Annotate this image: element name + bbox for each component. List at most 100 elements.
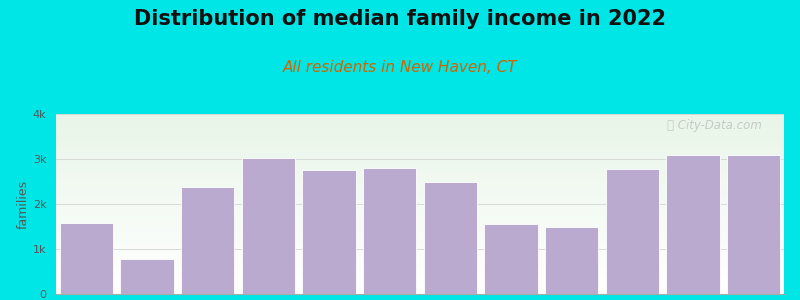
Bar bbox=[56, 265, 784, 266]
Bar bbox=[56, 154, 784, 155]
Bar bbox=[56, 197, 784, 198]
Bar bbox=[56, 264, 784, 265]
Bar bbox=[56, 171, 784, 172]
Bar bbox=[56, 160, 784, 161]
Bar bbox=[56, 245, 784, 246]
Bar bbox=[56, 169, 784, 170]
Bar bbox=[56, 123, 784, 124]
Bar bbox=[56, 247, 784, 248]
Bar bbox=[56, 133, 784, 134]
Bar bbox=[56, 275, 784, 276]
Bar bbox=[56, 218, 784, 219]
Bar bbox=[56, 176, 784, 177]
Bar bbox=[56, 132, 784, 133]
Bar bbox=[56, 220, 784, 221]
Bar bbox=[56, 139, 784, 140]
Bar bbox=[56, 279, 784, 280]
Text: Ⓣ City-Data.com: Ⓣ City-Data.com bbox=[667, 119, 762, 132]
Bar bbox=[56, 126, 784, 127]
Bar bbox=[56, 180, 784, 181]
Bar bbox=[242, 158, 295, 294]
Bar bbox=[56, 182, 784, 183]
Bar bbox=[56, 179, 784, 180]
Bar bbox=[56, 202, 784, 203]
Bar bbox=[56, 290, 784, 291]
Bar bbox=[56, 223, 784, 224]
Bar bbox=[56, 130, 784, 131]
Bar bbox=[56, 157, 784, 158]
Bar bbox=[56, 136, 784, 137]
Bar bbox=[424, 182, 477, 294]
Bar bbox=[56, 243, 784, 244]
Bar bbox=[56, 188, 784, 189]
Bar bbox=[56, 252, 784, 253]
Bar bbox=[56, 189, 784, 190]
Bar bbox=[56, 244, 784, 245]
Bar bbox=[484, 224, 538, 294]
Bar bbox=[56, 174, 784, 175]
Bar bbox=[56, 150, 784, 151]
Bar bbox=[56, 192, 784, 193]
Bar bbox=[666, 154, 720, 294]
Bar bbox=[56, 142, 784, 143]
Bar bbox=[56, 149, 784, 150]
Text: Distribution of median family income in 2022: Distribution of median family income in … bbox=[134, 9, 666, 29]
Bar bbox=[56, 118, 784, 119]
Bar bbox=[56, 159, 784, 160]
Bar bbox=[56, 114, 784, 115]
Bar bbox=[56, 201, 784, 202]
Bar bbox=[56, 269, 784, 270]
Bar bbox=[56, 282, 784, 283]
Bar bbox=[56, 124, 784, 125]
Bar bbox=[56, 200, 784, 201]
Bar bbox=[56, 276, 784, 277]
Bar bbox=[56, 190, 784, 191]
Bar bbox=[56, 214, 784, 215]
Bar bbox=[120, 259, 174, 294]
Bar bbox=[56, 151, 784, 152]
Bar bbox=[56, 283, 784, 284]
Bar bbox=[56, 241, 784, 242]
Bar bbox=[56, 115, 784, 116]
Bar bbox=[56, 232, 784, 233]
Bar bbox=[56, 281, 784, 282]
Bar bbox=[56, 258, 784, 259]
Bar bbox=[56, 187, 784, 188]
Bar bbox=[56, 184, 784, 185]
Bar bbox=[545, 227, 598, 294]
Bar bbox=[56, 272, 784, 273]
Bar bbox=[56, 128, 784, 129]
Bar bbox=[56, 118, 784, 119]
Bar bbox=[56, 236, 784, 237]
Bar bbox=[56, 225, 784, 226]
Bar bbox=[56, 254, 784, 255]
Bar bbox=[56, 217, 784, 218]
Bar bbox=[56, 172, 784, 173]
Bar bbox=[56, 255, 784, 256]
Bar bbox=[56, 138, 784, 139]
Bar bbox=[56, 263, 784, 264]
Y-axis label: families: families bbox=[17, 179, 30, 229]
Bar bbox=[56, 227, 784, 228]
Bar bbox=[56, 213, 784, 214]
Bar bbox=[56, 277, 784, 278]
Bar bbox=[56, 287, 784, 288]
Bar bbox=[56, 206, 784, 207]
Bar bbox=[56, 215, 784, 216]
Bar bbox=[56, 156, 784, 157]
Bar bbox=[56, 152, 784, 153]
Bar bbox=[56, 153, 784, 154]
Bar bbox=[302, 170, 356, 294]
Bar bbox=[181, 187, 234, 294]
Bar bbox=[56, 270, 784, 271]
Bar bbox=[56, 191, 784, 192]
Bar bbox=[56, 186, 784, 187]
Bar bbox=[56, 146, 784, 147]
Bar bbox=[56, 229, 784, 230]
Bar bbox=[56, 135, 784, 136]
Bar bbox=[56, 208, 784, 209]
Bar bbox=[56, 280, 784, 281]
Bar bbox=[56, 119, 784, 120]
Bar bbox=[56, 170, 784, 171]
Bar bbox=[56, 144, 784, 145]
